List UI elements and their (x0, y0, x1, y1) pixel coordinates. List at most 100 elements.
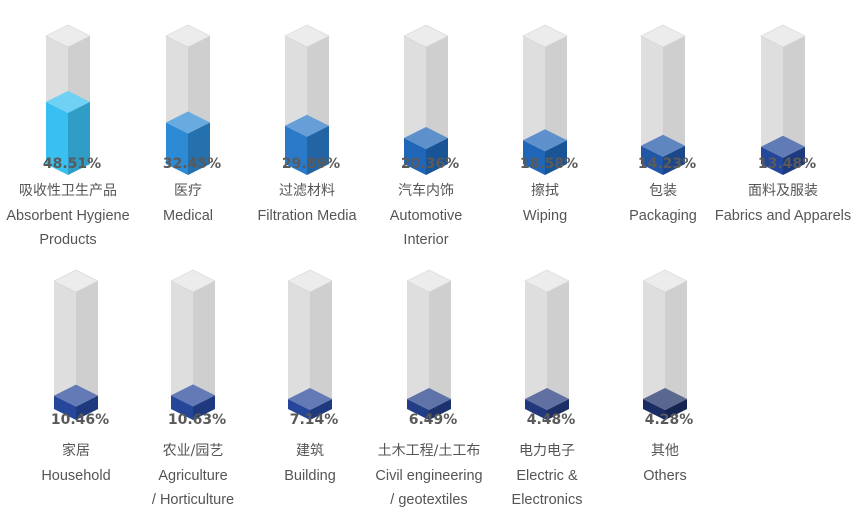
english-label: Electric & (516, 468, 578, 484)
chinese-label: 医疗 (174, 183, 202, 199)
fill-right-face (76, 395, 98, 420)
container-top-face (522, 24, 568, 48)
container-top-face (406, 269, 452, 293)
english-label: Civil engineering (375, 468, 483, 484)
chinese-label: 吸收性卫生产品 (19, 183, 117, 199)
fill-top-face (285, 114, 329, 137)
fill-top-face (54, 384, 98, 407)
container-right-face (547, 281, 569, 420)
fill-right-face (665, 399, 687, 420)
fill-right-face (310, 399, 332, 420)
chinese-label: 电力电子 (519, 443, 575, 459)
chinese-label: 土木工程/土工布 (377, 443, 481, 459)
english-label: Packaging (629, 208, 697, 224)
fill-right-face (547, 399, 569, 420)
fill-right-face (68, 101, 90, 175)
container-top-face (165, 24, 211, 48)
percent-label: 7.14% (289, 412, 339, 428)
chinese-label: 农业/园艺 (162, 443, 224, 459)
fill-top-face (166, 111, 210, 134)
english-label: Interior (403, 232, 449, 248)
chinese-label: 擦拭 (531, 183, 559, 199)
container-top-face (760, 24, 806, 48)
container-left-face (54, 281, 76, 420)
container-top-face (287, 269, 333, 293)
fill-left-face (407, 399, 429, 420)
chinese-label: 家居 (62, 443, 90, 459)
container-top-face (403, 24, 449, 48)
container-left-face (288, 281, 310, 420)
percent-label: 18.58% (519, 156, 579, 172)
fill-top-face (525, 388, 569, 410)
percent-label: 29.89% (281, 156, 341, 172)
english-label: Wiping (522, 208, 568, 224)
chinese-label: 其他 (651, 443, 679, 459)
container-top-face (53, 269, 99, 293)
container-top-face (45, 24, 91, 48)
english-label: / geotextiles (390, 492, 468, 508)
fill-top-face (288, 388, 332, 410)
fill-left-face (288, 399, 310, 420)
english-label: Automotive (389, 208, 463, 224)
percent-label: 4.48% (526, 412, 576, 428)
percent-label: 14.23% (637, 156, 697, 172)
english-label: Absorbent Hygiene (6, 208, 130, 224)
fill-top-face (407, 388, 451, 410)
english-label: Household (41, 468, 111, 484)
fill-left-face (46, 101, 68, 175)
fill-right-face (193, 395, 215, 420)
percent-label: 10.46% (50, 412, 110, 428)
percent-label: 20.36% (400, 156, 460, 172)
english-label: Fabrics and Apparels (714, 208, 852, 224)
fill-left-face (523, 140, 545, 175)
fill-left-face (641, 145, 663, 175)
container-left-face (525, 281, 547, 420)
fill-right-face (307, 125, 329, 175)
fill-top-face (523, 129, 567, 152)
fill-right-face (188, 122, 210, 175)
fill-right-face (426, 137, 448, 175)
container-top-face (170, 269, 216, 293)
chinese-label: 建筑 (296, 443, 324, 459)
percent-label: 48.51% (42, 156, 102, 172)
container-top-face (284, 24, 330, 48)
percent-label: 13.48% (757, 156, 817, 172)
english-label: Products (39, 232, 97, 248)
percent-label: 32.45% (162, 156, 222, 172)
container-top-face (642, 269, 688, 293)
fill-top-face (643, 388, 687, 410)
fill-left-face (404, 137, 426, 175)
fill-left-face (171, 395, 193, 420)
english-label: Filtration Media (257, 208, 357, 224)
container-right-face (429, 281, 451, 420)
container-top-face (640, 24, 686, 48)
fill-top-face (46, 90, 90, 113)
fill-left-face (285, 125, 307, 175)
percent-label: 4.28% (644, 412, 694, 428)
fill-left-face (525, 399, 547, 420)
english-label: Electronics (511, 492, 583, 508)
container-right-face (665, 281, 687, 420)
chinese-label: 汽车内饰 (398, 183, 454, 199)
english-label: Medical (163, 208, 213, 224)
chinese-label: 包装 (649, 183, 677, 199)
fill-left-face (761, 146, 783, 175)
chinese-label: 面料及服装 (748, 183, 818, 199)
container-right-face (193, 281, 215, 420)
fill-top-face (761, 135, 805, 158)
container-left-face (407, 281, 429, 420)
fill-top-face (171, 384, 215, 407)
fill-left-face (166, 122, 188, 175)
container-right-face (310, 281, 332, 420)
container-top-face (524, 269, 570, 293)
fill-left-face (54, 395, 76, 420)
fill-right-face (545, 140, 567, 175)
fill-left-face (643, 399, 665, 420)
english-label: / Horticulture (151, 492, 235, 508)
fill-top-face (404, 126, 448, 149)
fill-right-face (429, 399, 451, 420)
english-label: Building (284, 468, 336, 484)
fill-right-face (663, 145, 685, 175)
chinese-label: 过滤材料 (279, 183, 335, 199)
